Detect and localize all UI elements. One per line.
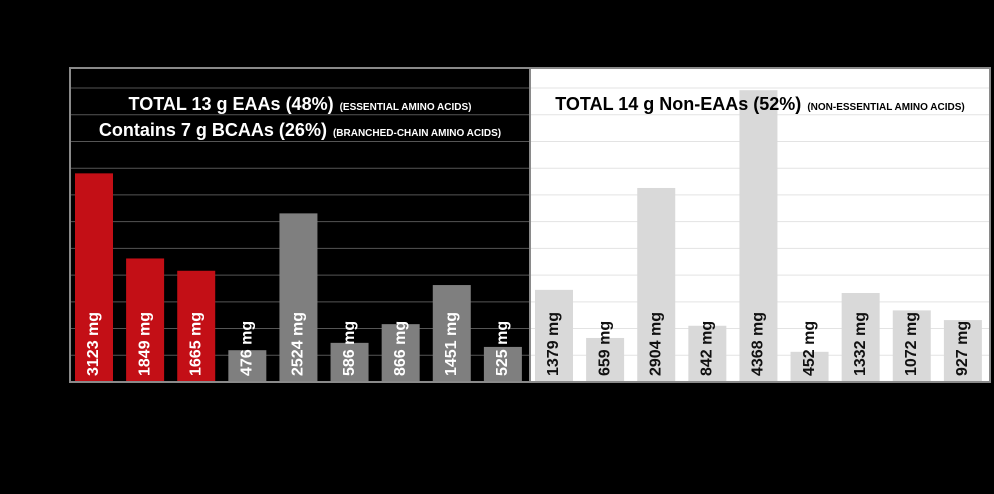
value-label: 452 mg bbox=[801, 321, 818, 376]
annotation-note: (NON-ESSENTIAL AMINO ACIDS) bbox=[807, 102, 964, 113]
bar bbox=[739, 90, 778, 383]
bar bbox=[790, 351, 829, 382]
value-label: 2904 mg bbox=[647, 312, 664, 376]
value-label: 525 mg bbox=[494, 321, 511, 376]
value-label: 2524 mg bbox=[290, 312, 307, 376]
value-label: 842 mg bbox=[699, 321, 716, 376]
annotation-text: TOTAL 13 g EAAs (48%) bbox=[129, 94, 334, 114]
bar bbox=[177, 270, 216, 382]
bar bbox=[381, 324, 420, 382]
value-label: 1451 mg bbox=[443, 312, 460, 376]
bar bbox=[943, 320, 982, 382]
bar bbox=[841, 293, 880, 382]
annotation-text: TOTAL 14 g Non-EAAs (52%) bbox=[555, 94, 801, 114]
value-label: 866 mg bbox=[392, 321, 409, 376]
bar bbox=[228, 350, 267, 382]
annotation: TOTAL 14 g Non-EAAs (52%) (NON-ESSENTIAL … bbox=[555, 94, 964, 114]
bar bbox=[279, 213, 318, 382]
annotation: Contains 7 g BCAAs (26%) (BRANCHED-CHAIN … bbox=[99, 120, 501, 140]
bar bbox=[586, 337, 625, 382]
value-label: 3123 mg bbox=[85, 312, 102, 376]
bar bbox=[75, 173, 113, 382]
value-label: 1332 mg bbox=[852, 312, 869, 376]
value-label: 659 mg bbox=[596, 321, 613, 376]
annotation-note: (BRANCHED-CHAIN AMINO ACIDS) bbox=[333, 128, 501, 139]
value-label: 1072 mg bbox=[903, 312, 920, 376]
value-label: 586 mg bbox=[341, 321, 358, 376]
annotation-text: Contains 7 g BCAAs (26%) bbox=[99, 120, 327, 140]
bar bbox=[892, 310, 931, 382]
bar bbox=[432, 285, 471, 382]
value-label: 4368 mg bbox=[750, 312, 767, 376]
bar bbox=[330, 342, 369, 382]
bar bbox=[535, 289, 573, 382]
value-label: 1665 mg bbox=[187, 312, 204, 376]
value-label: 927 mg bbox=[954, 321, 971, 376]
annotation: TOTAL 13 g EAAs (48%) (ESSENTIAL AMINO AC… bbox=[129, 94, 472, 114]
bar bbox=[637, 187, 676, 382]
value-label: 476 mg bbox=[239, 321, 256, 376]
bar bbox=[126, 258, 165, 382]
annotation-note: (ESSENTIAL AMINO ACIDS) bbox=[340, 102, 472, 113]
bar bbox=[688, 325, 727, 382]
value-label: 1849 mg bbox=[136, 312, 153, 376]
bar bbox=[483, 346, 522, 382]
value-label: 1379 mg bbox=[545, 312, 562, 376]
